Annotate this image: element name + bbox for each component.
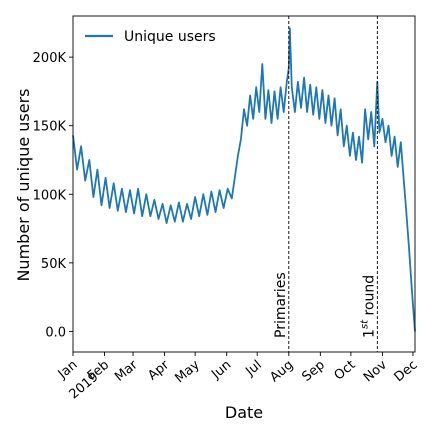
x-tick-label-jun: Jun bbox=[208, 358, 234, 383]
x-tick-label-oct: Oct bbox=[332, 358, 359, 384]
series-line-unique-users bbox=[72, 27, 416, 332]
y-tick-label-0: 0.0 bbox=[45, 325, 66, 340]
x-axis-title: Date bbox=[225, 403, 263, 422]
x-tick-label-jul: Jul bbox=[242, 358, 264, 380]
y-tick-label-2: 100K bbox=[33, 188, 67, 203]
y-tick-label-3: 150K bbox=[33, 120, 67, 135]
annotation-label-1: 1st round bbox=[359, 275, 377, 338]
x-tick-label-jan: Jan bbox=[55, 358, 81, 383]
x-tick-label-aug: Aug bbox=[267, 358, 296, 386]
x-tick-label-apr: Apr bbox=[145, 357, 172, 383]
x-tick-label-nov: Nov bbox=[361, 357, 390, 385]
x-tick-label-may: May bbox=[172, 357, 202, 386]
x-tick-label-dec: Dec bbox=[392, 358, 421, 386]
plot-frame bbox=[72, 15, 416, 353]
y-axis-title: Number of unique users bbox=[14, 88, 33, 281]
y-tick-label-1: 50K bbox=[41, 257, 67, 272]
annotation-label-0: Primaries bbox=[273, 272, 289, 338]
x-tick-label-mar: Mar bbox=[112, 357, 141, 385]
x-tick-label-sep: Sep bbox=[299, 358, 327, 385]
legend-label-unique-users: Unique users bbox=[124, 29, 216, 45]
legend: Unique users bbox=[85, 29, 216, 45]
y-tick-label-4: 200K bbox=[33, 51, 67, 66]
